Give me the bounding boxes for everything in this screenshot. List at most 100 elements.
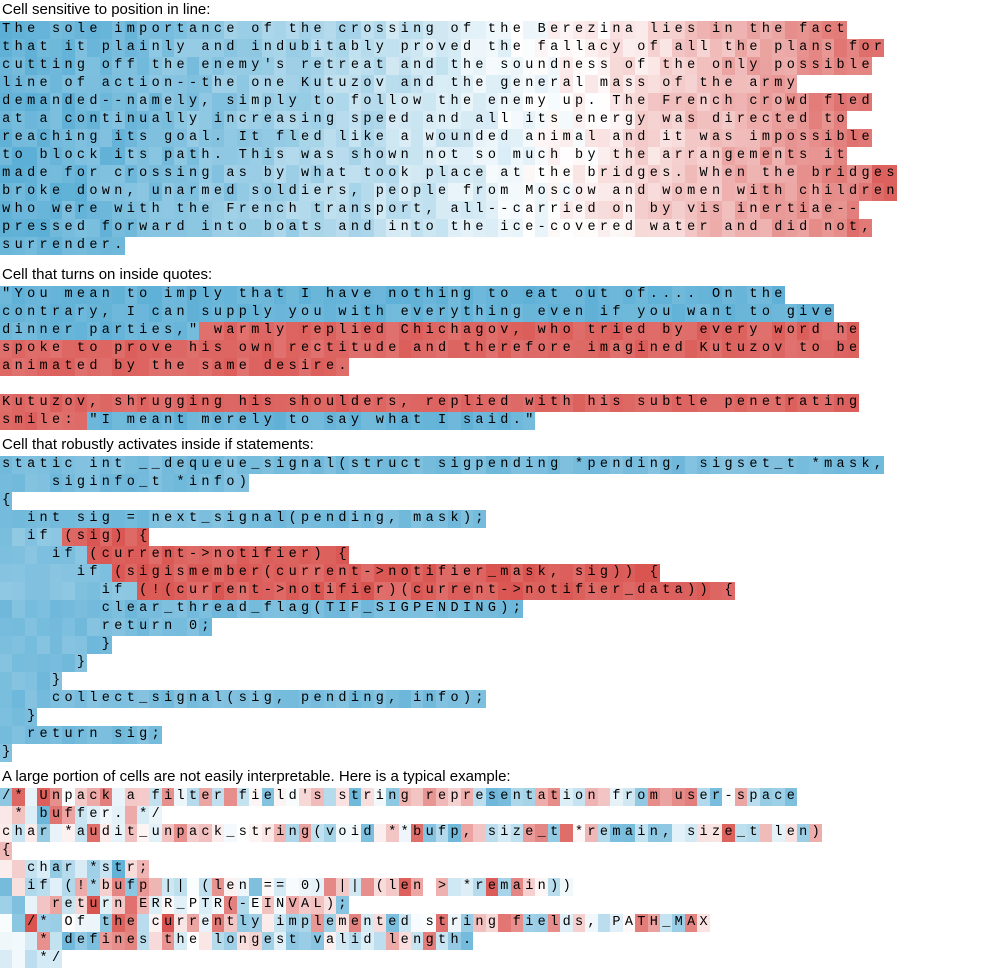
activation-char: i [348, 582, 362, 600]
activation-char: t [373, 57, 387, 75]
activation-char [523, 165, 536, 183]
activation-char: u [211, 304, 225, 322]
activation-char: g [136, 726, 150, 744]
activation-char: s [273, 147, 287, 165]
activation-char: g [87, 129, 100, 147]
activation-char: m [124, 21, 137, 39]
activation-char [87, 600, 100, 618]
activation-char [74, 412, 88, 430]
activation-char: e [386, 183, 399, 201]
activation-char: d [560, 914, 573, 932]
activation-char: " [0, 286, 13, 304]
activation-char: g [236, 510, 250, 528]
activation-char: m [224, 358, 237, 376]
activation-char: o [298, 304, 312, 322]
activation-char: * [87, 860, 100, 878]
activation-char: n [498, 456, 511, 474]
activation-char [435, 21, 449, 39]
activation-char: i [660, 129, 673, 147]
activation-char [0, 564, 13, 582]
activation-char: r [149, 600, 162, 618]
activation-char: a [186, 824, 200, 842]
activation-char: l [174, 111, 187, 129]
activation-char: s [149, 165, 162, 183]
activation-char: l [273, 788, 287, 806]
activation-char [597, 183, 611, 201]
activation-char: r [99, 237, 113, 255]
activation-char: a [560, 75, 573, 93]
activation-char: i [460, 914, 474, 932]
activation-char: a [37, 111, 50, 129]
activation-char: s [547, 183, 561, 201]
activation-char: r [99, 896, 113, 914]
activation-char: t [821, 111, 835, 129]
activation-char: r [435, 304, 449, 322]
activation-char: e [697, 788, 710, 806]
activation-char: d [361, 219, 374, 237]
activation-char: ; [336, 896, 349, 914]
activation-char: n [236, 932, 250, 950]
activation-char: e [398, 304, 411, 322]
activation-char: d [473, 129, 486, 147]
activation-char: m [149, 93, 162, 111]
activation-char: c [112, 165, 125, 183]
activation-char: o [62, 147, 75, 165]
activation-char [12, 618, 25, 636]
activation-char: o [510, 57, 524, 75]
activation-char: r [149, 618, 162, 636]
activation-char: o [373, 165, 387, 183]
activation-char: n [62, 57, 75, 75]
activation-char: s [99, 860, 113, 878]
activation-char: s [797, 129, 810, 147]
activation-char: r [24, 237, 38, 255]
activation-char [560, 824, 573, 842]
activation-char [37, 600, 50, 618]
activation-char: d [398, 111, 411, 129]
activation-char: c [398, 456, 411, 474]
activation-char [99, 147, 113, 165]
activation-char: g [99, 528, 113, 546]
activation-char: ' [298, 788, 312, 806]
activation-char: ( [161, 582, 175, 600]
activation-char: s [821, 39, 835, 57]
activation-char: s [597, 57, 611, 75]
activation-char [273, 394, 287, 412]
activation-char: v [772, 340, 785, 358]
activation-char: h [286, 201, 299, 219]
activation-char [49, 932, 63, 950]
activation-char [635, 564, 648, 582]
activation-char: i [834, 165, 847, 183]
activation-char [547, 93, 561, 111]
activation-char: I [124, 304, 137, 322]
activation-char: r [373, 456, 387, 474]
activation-char: e [560, 304, 573, 322]
activation-char: i [697, 201, 710, 219]
activation-char: T [635, 914, 648, 932]
activation-char [136, 304, 150, 322]
activation-char: a [610, 340, 623, 358]
activation-char [0, 860, 13, 878]
activation-char: t [672, 394, 685, 412]
activation-char: s [311, 788, 324, 806]
activation-char: w [697, 129, 710, 147]
activation-char: i [709, 21, 723, 39]
activation-char: I [386, 600, 399, 618]
activation-char: s [74, 510, 88, 528]
activation-char [199, 111, 212, 129]
activation-char [647, 183, 661, 201]
activation-char: t [74, 896, 88, 914]
activation-char: n [112, 932, 125, 950]
activation-line: { [0, 492, 990, 510]
activation-char: r [610, 582, 623, 600]
activation-char: g [373, 510, 387, 528]
activation-char: p [298, 914, 312, 932]
activation-char: m [498, 183, 511, 201]
activation-char: h [199, 147, 212, 165]
activation-char [224, 340, 237, 358]
activation-char: i [610, 165, 623, 183]
activation-char: c [435, 322, 449, 340]
section-heading: Cell that turns on inside quotes: [2, 266, 213, 283]
activation-char: n [361, 690, 374, 708]
activation-char: t [660, 582, 673, 600]
